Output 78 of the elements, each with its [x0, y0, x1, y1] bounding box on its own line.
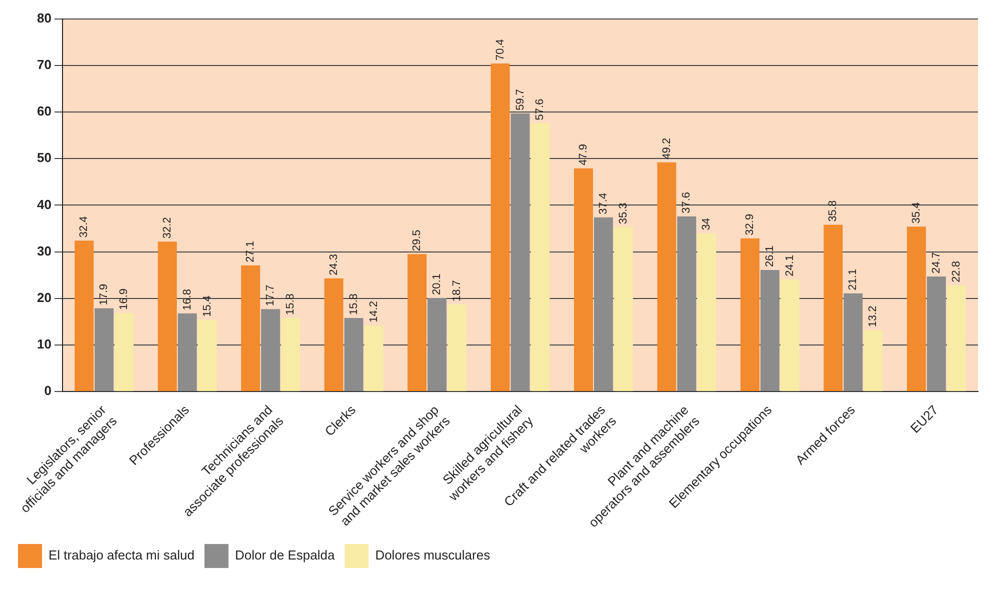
- bar: [490, 64, 510, 392]
- y-tick-label: 10: [37, 336, 52, 352]
- data-label: 17.9: [98, 284, 110, 306]
- bar: [677, 216, 696, 392]
- y-tick-label: 50: [37, 150, 52, 166]
- data-label: 16.9: [118, 288, 130, 310]
- bar: [198, 320, 217, 392]
- bar: [158, 242, 177, 392]
- data-label: 27.1: [244, 240, 257, 262]
- y-tick-label: 20: [37, 290, 52, 306]
- data-label: 32.2: [161, 217, 174, 239]
- bar: [408, 254, 427, 392]
- y-tick-label: 30: [37, 243, 52, 258]
- bar: [364, 325, 384, 392]
- bar: [740, 238, 760, 392]
- data-label: 24.1: [784, 254, 796, 276]
- y-tick-label: 0: [44, 383, 52, 398]
- data-label: 26.1: [764, 246, 776, 268]
- data-label: 34: [700, 218, 713, 230]
- data-label: 70.4: [494, 39, 506, 61]
- y-tick-label: 40: [37, 196, 52, 212]
- bar: [178, 313, 197, 392]
- data-label: 29.5: [411, 230, 424, 252]
- data-label: 18.7: [451, 280, 464, 302]
- bar: [114, 312, 134, 392]
- data-label: 24.7: [930, 252, 942, 274]
- data-label: 32.4: [78, 216, 90, 238]
- data-label: 37.6: [680, 192, 693, 214]
- bar: [926, 276, 946, 392]
- bar: [864, 330, 883, 392]
- bar: [241, 265, 260, 392]
- bar: [614, 227, 633, 392]
- data-label: 59.7: [514, 88, 526, 110]
- bar: [448, 304, 466, 392]
- bar: [574, 168, 593, 392]
- data-label: 47.9: [578, 144, 590, 166]
- data-label: 35.8: [827, 200, 840, 222]
- legend-label: El trabajo afecta mi salud: [48, 548, 194, 563]
- bar: [510, 113, 530, 392]
- data-label: 17.7: [264, 284, 277, 306]
- bar: [697, 233, 716, 392]
- legend-label: Dolor de Espalda: [234, 548, 336, 563]
- data-label: 13.2: [867, 306, 880, 328]
- data-label: 22.8: [950, 260, 962, 282]
- legend-label: Dolores musculares: [375, 548, 491, 563]
- bar: [780, 279, 800, 392]
- y-tick-label: 80: [37, 10, 52, 26]
- bar: [428, 298, 447, 392]
- bar: [906, 226, 926, 392]
- data-label: 37.4: [598, 192, 610, 214]
- data-label: 15.4: [201, 295, 214, 317]
- y-tick-label: 70: [37, 56, 52, 72]
- data-label: 16.8: [181, 288, 194, 310]
- bar: [594, 217, 613, 392]
- data-label: 21.1: [847, 268, 860, 290]
- bar: [344, 318, 364, 392]
- data-label: 35.4: [910, 202, 922, 224]
- data-label: 35.3: [617, 202, 630, 224]
- bar: [74, 240, 94, 392]
- bar: [824, 224, 843, 392]
- data-label: 15.8: [284, 294, 297, 316]
- bar: [281, 318, 300, 392]
- data-label: 32.9: [744, 214, 756, 236]
- data-label: 57.6: [534, 98, 546, 120]
- data-label: 20.1: [431, 274, 444, 295]
- data-label: 14.2: [368, 301, 380, 322]
- bar: [261, 309, 280, 392]
- y-tick-label: 60: [37, 104, 52, 119]
- bar: [946, 285, 966, 392]
- data-label: 49.2: [660, 138, 673, 160]
- bar: [324, 278, 344, 392]
- data-label: 24.3: [328, 254, 340, 276]
- bar: [760, 270, 780, 392]
- bar: [844, 293, 863, 392]
- bar: [94, 308, 114, 392]
- bar: [657, 162, 676, 392]
- data-label: 15.8: [348, 294, 360, 316]
- bar: [530, 123, 550, 392]
